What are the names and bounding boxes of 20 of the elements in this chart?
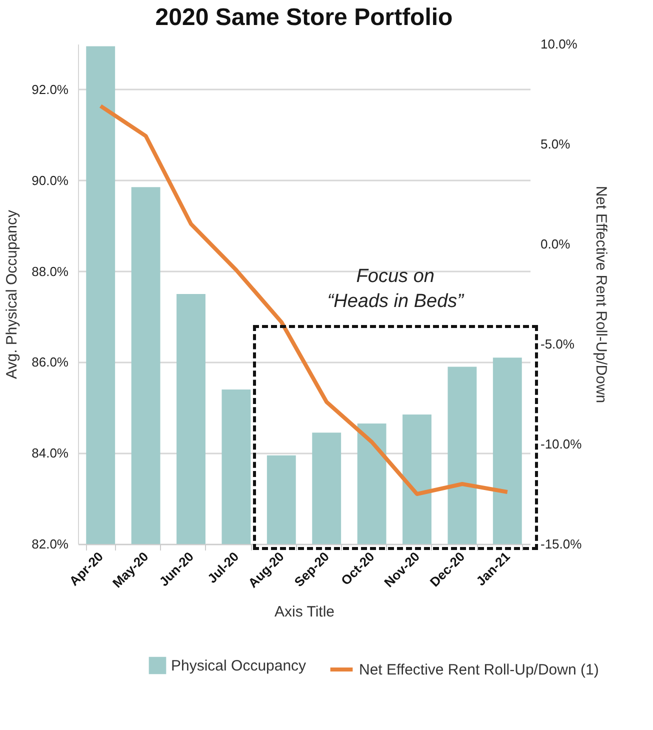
y-tick-label: 92.0% xyxy=(32,82,69,97)
y-tick-label: 88.0% xyxy=(32,264,69,279)
y2-tick-label: 0.0% xyxy=(540,236,571,252)
y-tick-label: 82.0% xyxy=(32,536,69,552)
y2-tick-label: 5.0% xyxy=(540,136,571,152)
y-tick-label: 90.0% xyxy=(32,172,69,188)
y2-tick-label: -15.0% xyxy=(540,536,582,552)
y-axis-title: Avg. Physical Occupancy xyxy=(4,210,21,379)
line-series xyxy=(98,104,510,496)
legend-label: Net Effective Rent Roll-Up/Down (1) xyxy=(359,662,599,678)
y2-axis-title: Net Effective Rent Roll-Up/Down xyxy=(592,186,610,404)
chart-title: 2020 Same Store Portfolio xyxy=(155,4,453,31)
annotation: Focus on “Heads in Beds” xyxy=(326,265,466,314)
legend-label: Physical Occupancy xyxy=(171,658,307,674)
y2-tick-label: -10.0% xyxy=(540,436,582,452)
y2-tick-label: -5.0% xyxy=(540,336,575,352)
x-axis-title: Axis Title xyxy=(274,604,335,621)
y-tick-label: 86.0% xyxy=(32,354,69,370)
y2-tick-label: 10.0% xyxy=(540,36,578,52)
y-tick-label: 84.0% xyxy=(32,446,69,461)
